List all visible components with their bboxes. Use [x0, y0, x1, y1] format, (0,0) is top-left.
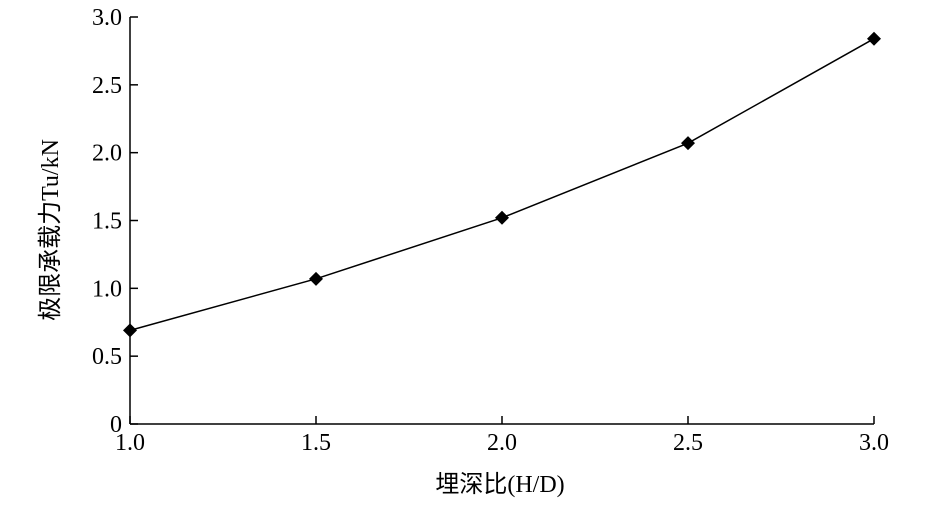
- x-tick-label: 2.0: [487, 430, 517, 456]
- y-tick-label: 3.0: [92, 5, 122, 31]
- data-point: [123, 323, 137, 338]
- data-point: [309, 271, 323, 286]
- y-tick-label: 1.5: [92, 209, 122, 235]
- x-tick-label: 1.0: [115, 430, 145, 456]
- data-point: [867, 31, 881, 46]
- data-point: [495, 210, 509, 225]
- y-tick-label: 2.0: [92, 141, 122, 167]
- y-tick-label: 1.0: [92, 276, 122, 302]
- x-tick-label: 2.5: [673, 430, 703, 456]
- y-tick-label: 2.5: [92, 73, 122, 99]
- data-line: [129, 38, 875, 332]
- x-axis-label: 埋深比(H/D): [435, 471, 564, 498]
- y-tick-label: 0: [110, 412, 122, 438]
- y-axis-label: 极限承载力Tu/kN: [37, 139, 64, 321]
- x-tick-label: 1.5: [301, 430, 331, 456]
- y-tick-label: 0.5: [92, 344, 122, 370]
- x-tick-label: 3.0: [859, 430, 889, 456]
- data-point: [681, 136, 695, 151]
